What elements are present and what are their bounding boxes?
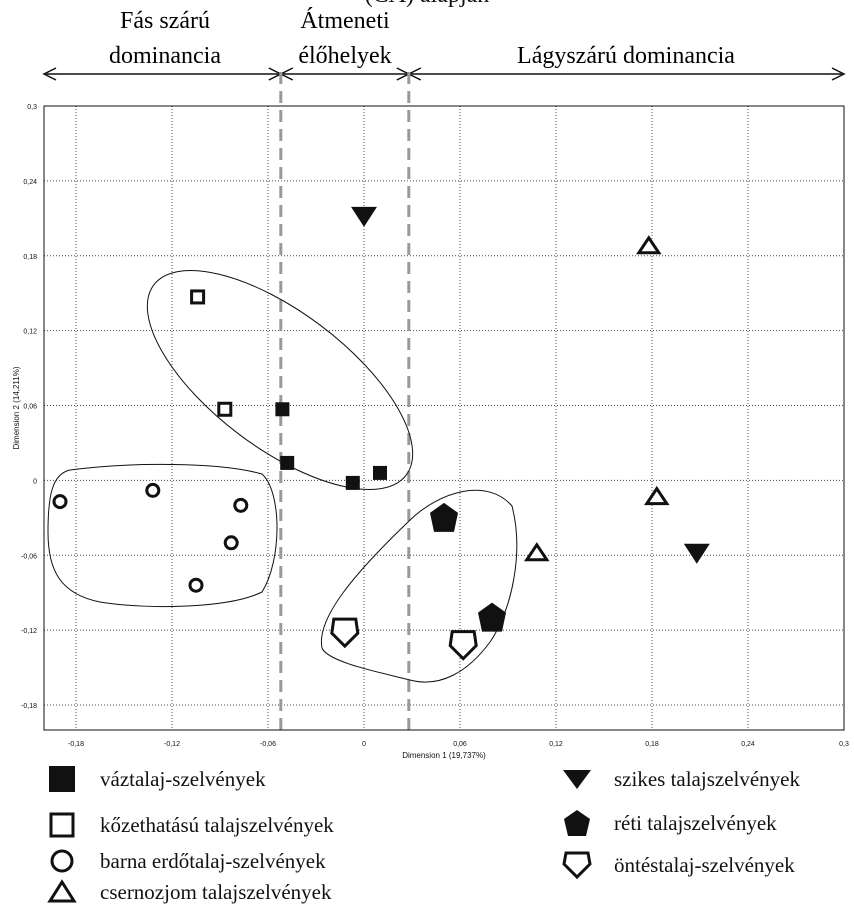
y-tick-label: 0,24 [23, 179, 37, 186]
open-triangle-marker [635, 235, 662, 255]
filled-square-marker [373, 465, 387, 480]
legend-item-kozet: kőzethatású talajszelvények [46, 810, 334, 840]
data-markers [52, 206, 710, 661]
y-tick-label: 0,3 [27, 104, 37, 111]
open-square-icon [49, 812, 75, 838]
filled-square-marker [280, 455, 295, 470]
chart-title: (CA) alapján [365, 0, 490, 8]
legend-item-ontes: öntéstalaj-szelvények [560, 850, 795, 880]
legend-item-vaz: váztalaj-szelvények [46, 764, 266, 794]
legend-item-barna: barna erdőtalaj-szelvények [46, 846, 326, 876]
zone-herbaceous-label: Lágyszárú dominancia [517, 43, 735, 69]
open-circle-icon [50, 849, 74, 873]
cluster-meadow-alluvial [320, 489, 518, 683]
grid-lines [44, 105, 845, 730]
open-circle-marker [52, 494, 68, 510]
filled-square-icon [49, 766, 75, 792]
y-axis-label: Dimension 2 (14,211%) [12, 366, 21, 449]
filled-down-triangle-icon [563, 770, 591, 789]
x-tick-label: -0,06 [260, 741, 276, 748]
open-triangle-marker [523, 542, 550, 562]
y-tick-label: -0,18 [21, 703, 37, 710]
arrowhead-right-icon [831, 67, 846, 81]
arrowhead-left-icon [42, 67, 57, 81]
y-tick-label: -0,12 [21, 628, 37, 635]
open-triangle-marker [643, 485, 670, 506]
legend-label: váztalaj-szelvények [100, 766, 266, 791]
x-tick-label: -0,18 [68, 741, 84, 748]
x-tick-label: 0,18 [645, 741, 659, 748]
ca-scatter-chart: (CA) alapján Fás szárú dominancia Átmene… [12, 0, 849, 760]
zone-boundary-lines [279, 72, 411, 730]
open-circle-marker [223, 535, 239, 551]
zone-transition-label-2: élőhelyek [298, 43, 391, 69]
legend-label: réti talajszelvények [614, 810, 777, 835]
legend-item-csernozjom: csernozjom talajszelvények [46, 877, 331, 907]
open-pentagon-marker [330, 617, 360, 649]
x-tick-label: -0,12 [164, 741, 180, 748]
legend-label: szikes talajszelvények [614, 766, 801, 791]
x-tick-label: 0,24 [741, 741, 755, 748]
plot-frame [43, 105, 845, 731]
filled-pentagon-icon [564, 810, 590, 836]
open-circle-marker [233, 497, 249, 513]
legend-label: kőzethatású talajszelvények [100, 812, 334, 837]
x-tick-label: 0,12 [549, 741, 563, 748]
x-tick-label: 0 [362, 741, 366, 748]
open-pentagon-icon [562, 851, 592, 880]
cluster-outlines [47, 269, 518, 683]
legend-label: csernozjom talajszelvények [100, 879, 332, 904]
y-tick-label: -0,06 [21, 553, 37, 560]
open-triangle-icon [47, 879, 77, 903]
open-pentagon-marker [448, 630, 478, 661]
zone-woody-label-2: dominancia [109, 43, 221, 69]
zone-transition-label-1: Átmeneti [300, 8, 390, 34]
y-axis-ticks: 0,3 0,24 0,18 0,12 0,06 0 -0,06 -0,12 -0,18 [21, 104, 37, 710]
legend-item-szikes: szikes talajszelvények [560, 764, 800, 794]
filled-down-triangle-marker [351, 206, 377, 227]
cluster-rock-skeletal [146, 269, 414, 491]
open-square-marker [190, 289, 206, 305]
open-circle-marker [145, 482, 161, 498]
x-tick-label: 0,3 [839, 741, 849, 748]
zone-woody-label-1: Fás szárú [120, 8, 210, 34]
y-tick-label: 0,06 [23, 404, 37, 411]
legend-label: öntéstalaj-szelvények [614, 852, 795, 877]
filled-square-marker [275, 402, 290, 417]
y-tick-label: 0,18 [23, 254, 37, 261]
x-axis-label: Dimension 1 (19,737%) [402, 751, 486, 760]
filled-pentagon-marker [430, 502, 458, 532]
y-tick-label: 0,12 [23, 329, 37, 336]
x-axis-ticks: -0,18 -0,12 -0,06 0 0,06 0,12 0,18 0,24 0,3 [68, 741, 849, 748]
legend-label: barna erdőtalaj-szelvények [100, 848, 326, 873]
filled-square-marker [345, 475, 360, 490]
cluster-brown-forest [47, 463, 278, 608]
open-square-marker [217, 401, 233, 417]
filled-down-triangle-marker [683, 543, 710, 564]
filled-pentagon-marker [478, 602, 506, 632]
zone-headers: Fás szárú dominancia Átmeneti élőhelyek … [109, 8, 735, 69]
open-circle-marker [188, 577, 204, 593]
x-tick-label: 0,06 [453, 741, 467, 748]
legend-item-reti: réti talajszelvények [560, 808, 777, 838]
zone-arrows [42, 67, 846, 81]
y-tick-label: 0 [33, 478, 37, 485]
